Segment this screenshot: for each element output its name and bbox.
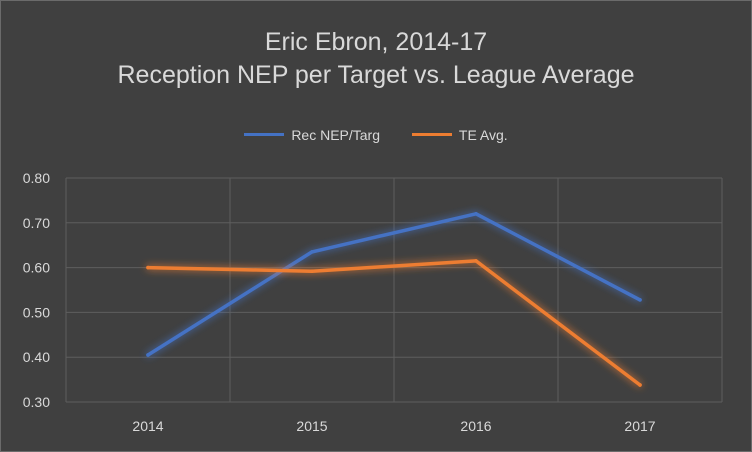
legend-item-rec-nep-targ: Rec NEP/Targ	[244, 127, 380, 143]
data-point	[474, 212, 478, 216]
x-tick-label: 2015	[296, 418, 327, 434]
series-lines	[146, 212, 642, 387]
legend-swatch-rec-nep-targ	[244, 133, 285, 136]
data-point	[146, 353, 150, 357]
x-tick-label: 2016	[460, 418, 491, 434]
legend-item-te-avg: TE Avg.	[411, 126, 508, 143]
y-tick-label: 0.40	[23, 349, 50, 365]
y-tick-label: 0.50	[23, 304, 50, 320]
y-tick-label: 0.80	[23, 170, 50, 186]
y-tick-label: 0.60	[23, 260, 50, 276]
data-point	[638, 383, 642, 387]
legend-swatch-te-avg	[411, 133, 452, 136]
chart-title: Eric Ebron, 2014-17 Reception NEP per Ta…	[0, 26, 752, 92]
y-tick-label: 0.70	[23, 215, 50, 231]
x-axis-tick-labels: 2014 2015 2016 2017	[132, 418, 655, 434]
x-tick-label: 2014	[132, 418, 163, 434]
data-point	[638, 298, 642, 302]
chart-title-line-2: Reception NEP per Target vs. League Aver…	[117, 61, 635, 89]
data-point	[310, 250, 314, 254]
series-line-rec-nep-targ	[146, 212, 642, 357]
data-point	[146, 265, 150, 270]
y-tick-label: 0.30	[23, 394, 50, 410]
chart-title-line-1: Eric Ebron, 2014-17	[264, 28, 488, 56]
series-line-te-avg	[146, 259, 642, 387]
legend-label-rec-nep-targ: Rec NEP/Targ	[291, 126, 381, 143]
data-point	[474, 259, 478, 263]
x-tick-label: 2017	[624, 418, 655, 434]
data-point	[310, 269, 314, 273]
y-axis-tick-labels: 0.80 0.70 0.60 0.50 0.40 0.30	[23, 170, 50, 410]
chart-legend: Rec NEP/Targ TE Avg.	[0, 123, 752, 143]
legend-label-te-avg: TE Avg.	[458, 126, 508, 143]
